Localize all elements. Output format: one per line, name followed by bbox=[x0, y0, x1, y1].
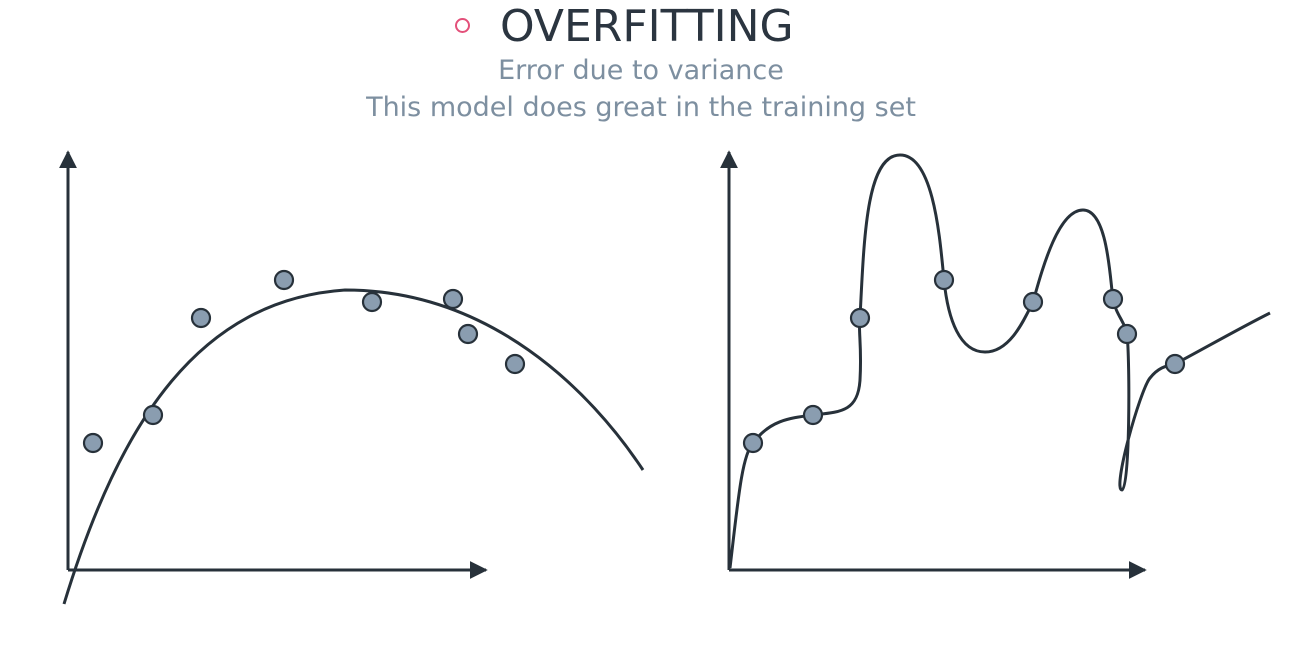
circle-bullet-icon bbox=[455, 18, 470, 33]
data-point bbox=[1116, 323, 1138, 345]
page-title: OVERFITTING bbox=[500, 1, 794, 52]
title-row: OVERFITTING bbox=[0, 2, 1313, 52]
data-point bbox=[849, 307, 871, 329]
left-data-points bbox=[82, 269, 526, 454]
data-point bbox=[933, 269, 955, 291]
data-point bbox=[1102, 288, 1124, 310]
data-point bbox=[802, 404, 824, 426]
data-point bbox=[273, 269, 295, 291]
data-point bbox=[361, 291, 383, 313]
subtitle-training-set: This model does great in the training se… bbox=[366, 92, 916, 123]
data-point bbox=[190, 307, 212, 329]
right-data-points bbox=[742, 269, 1186, 454]
subtitle-error-due-to-variance: Error due to variance bbox=[498, 55, 784, 86]
data-point bbox=[504, 353, 526, 375]
data-point bbox=[1022, 291, 1044, 313]
right-overfit-curve bbox=[728, 153, 1271, 569]
right-plot bbox=[720, 150, 1271, 579]
data-point bbox=[1164, 353, 1186, 375]
data-point bbox=[142, 404, 164, 426]
left-plot bbox=[59, 150, 645, 605]
left-fit-curve bbox=[62, 288, 645, 605]
data-point bbox=[442, 288, 464, 310]
data-point bbox=[742, 432, 764, 454]
data-point bbox=[82, 432, 104, 454]
data-point bbox=[457, 323, 479, 345]
